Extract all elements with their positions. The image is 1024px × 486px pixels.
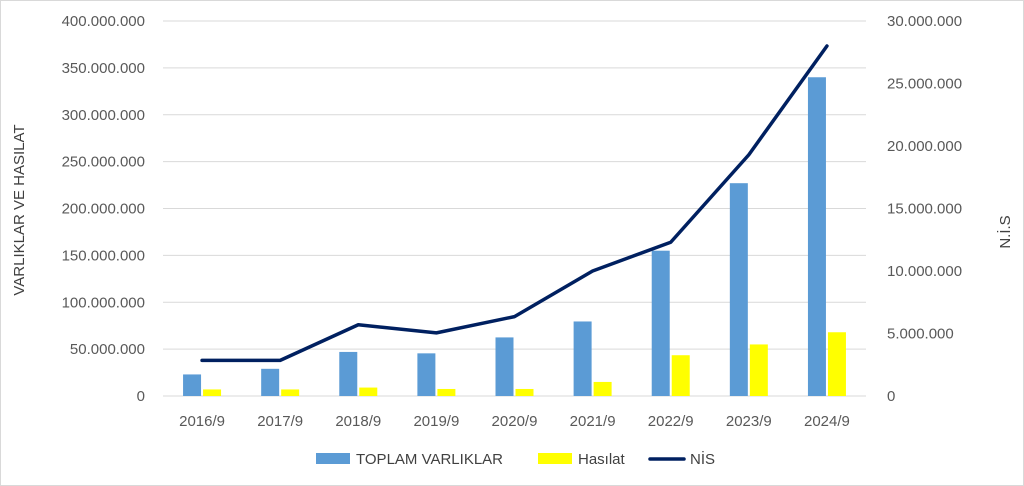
total-assets-bar [807,77,826,396]
total-assets-bar [495,337,514,396]
left-tick-label: 50.000.000 [70,341,145,358]
left-tick-label: 300.000.000 [62,107,145,124]
total-assets-bar [651,250,670,396]
x-tick-label: 2016/9 [179,413,225,430]
revenue-bar [749,344,768,396]
left-tick-label: 200.000.000 [62,201,145,218]
left-tick-label: 250.000.000 [62,154,145,171]
x-tick-label: 2023/9 [726,413,772,430]
right-tick-label: 5.000.000 [887,326,954,343]
x-tick-label: 2021/9 [570,413,616,430]
nis-line [200,44,829,363]
x-tick-label: 2017/9 [257,413,303,430]
revenue-bar [515,388,534,396]
bar-series [183,77,846,396]
revenue-bar [437,388,456,396]
revenue-bar [281,389,300,396]
revenue-bar [203,389,222,396]
x-tick-label: 2018/9 [335,413,381,430]
revenue-bar [593,381,612,396]
right-axis-ticks: 0 5.000.000 10.000.000 15.000.000 20.000.000… [887,13,962,405]
left-tick-label: 350.000.000 [62,60,145,77]
legend-label: TOPLAM VARLIKLAR [356,451,503,468]
total-assets-bar [339,351,358,396]
line-series [200,44,829,363]
left-axis-title: VARLIKLAR VE HASILAT [11,124,28,295]
total-assets-bar [183,374,202,396]
legend: TOPLAM VARLIKLAR Hasılat NİS [316,450,715,468]
x-tick-label: 2020/9 [492,413,538,430]
x-tick-label: 2024/9 [804,413,850,430]
right-tick-label: 15.000.000 [887,201,962,218]
legend-total-assets-swatch [316,453,350,464]
right-tick-label: 30.000.000 [887,13,962,30]
left-tick-label: 100.000.000 [62,294,145,311]
right-tick-label: 20.000.000 [887,138,962,155]
revenue-bar [671,355,690,396]
legend-label: Hasılat [578,451,626,468]
left-tick-label: 150.000.000 [62,247,145,264]
gridlines [163,20,866,397]
left-tick-label: 0 [137,388,145,405]
left-axis-ticks: 0 50.000.000 100.000.000 150.000.000 200.000… [62,13,145,405]
right-tick-label: 0 [887,388,895,405]
x-tick-label: 2019/9 [413,413,459,430]
total-assets-bar [417,353,436,396]
left-tick-label: 400.000.000 [62,13,145,30]
legend-label: NİS [690,450,715,468]
legend-revenue-swatch [538,453,572,464]
revenue-bar [827,332,846,396]
x-axis-ticks: 2016/9 2017/9 2018/9 2019/9 2020/9 2021/9 2022… [179,413,850,430]
right-tick-label: 25.000.000 [887,76,962,93]
total-assets-bar [729,183,748,396]
revenue-bar [359,387,378,396]
right-axis-title: N.İ.S [996,215,1014,248]
x-tick-label: 2022/9 [648,413,694,430]
total-assets-bar [261,368,280,396]
total-assets-bar [573,321,592,396]
right-tick-label: 10.000.000 [887,263,962,280]
